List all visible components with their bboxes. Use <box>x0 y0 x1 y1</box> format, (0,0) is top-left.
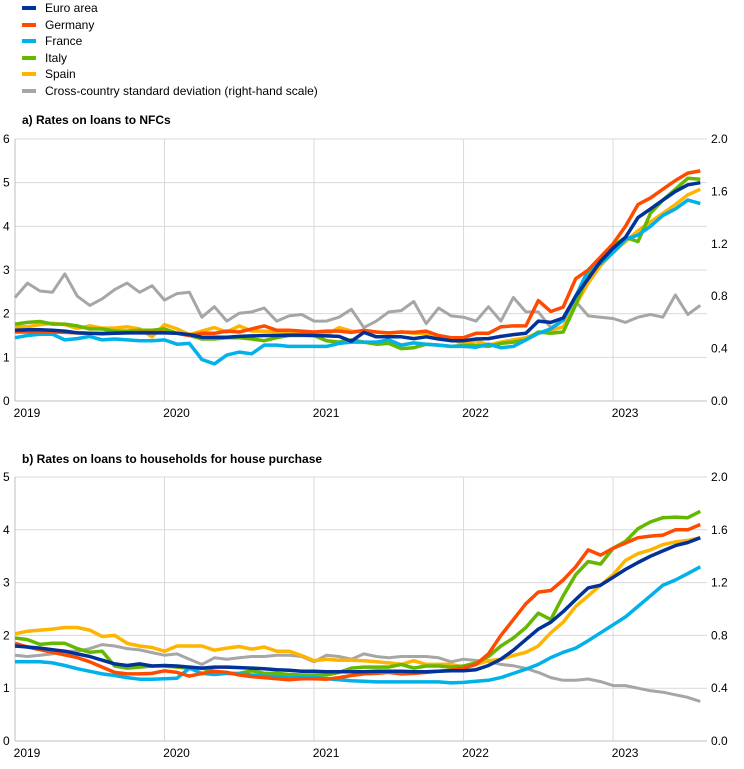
legend-swatch <box>22 88 36 93</box>
series-line-spain <box>14 535 701 669</box>
y2-tick-label: 1.6 <box>711 523 728 537</box>
legend-swatch <box>22 6 36 11</box>
y-tick-label: 0 <box>3 734 10 748</box>
x-tick-label: 2019 <box>14 746 41 760</box>
legend-label: Germany <box>45 17 95 32</box>
y-tick-label: 1 <box>3 681 10 695</box>
legend-item-france: France <box>22 33 318 50</box>
y-tick-label: 4 <box>3 219 10 233</box>
legend-item-italy: Italy <box>22 50 318 67</box>
series-line-germany <box>14 522 701 682</box>
legend-label: France <box>45 34 83 49</box>
y2-tick-label: 1.2 <box>711 237 728 251</box>
panel-a-title: a) Rates on loans to NFCs <box>22 113 171 127</box>
y-tick-label: 3 <box>3 263 10 277</box>
series-line-euro <box>14 180 701 343</box>
series-line-france <box>14 198 701 366</box>
x-tick-label: 2023 <box>612 406 639 420</box>
y2-tick-label: 0.4 <box>711 342 728 356</box>
legend-swatch <box>22 72 36 77</box>
series-line-crosscountry <box>13 272 702 330</box>
legend-item-euro-area: Euro area <box>22 0 318 17</box>
legend-swatch <box>22 39 36 44</box>
y-tick-label: 2 <box>3 307 10 321</box>
y2-tick-label: 2.0 <box>711 132 728 146</box>
y2-tick-label: 1.2 <box>711 576 728 590</box>
y-tick-label: 6 <box>3 132 10 146</box>
legend-item-spain: Spain <box>22 66 318 83</box>
y-tick-label: 3 <box>3 576 10 590</box>
y2-tick-label: 0.8 <box>711 289 728 303</box>
y-tick-label: 5 <box>3 176 10 190</box>
series-line-germany <box>15 169 701 340</box>
y2-tick-label: 0.8 <box>711 628 728 642</box>
y-tick-label: 1 <box>3 350 10 364</box>
x-tick-label: 2023 <box>612 746 639 760</box>
legend-item-std-dev: Cross-country standard deviation (right-… <box>22 83 318 100</box>
y2-tick-label: 0.4 <box>711 681 728 695</box>
legend-swatch <box>22 22 36 27</box>
y2-tick-label: 0.0 <box>711 394 728 408</box>
x-tick-label: 2022 <box>462 746 489 760</box>
y-tick-label: 2 <box>3 628 10 642</box>
legend: Euro area Germany France Italy Spain Cro… <box>22 0 318 99</box>
legend-label: Euro area <box>45 1 98 16</box>
panel-b: 0 1 2 3 4 5 0.0 0.4 0.8 1.2 1.6 2.0 2019 2020 2021 2022… <box>3 470 728 760</box>
y2-tick-label: 2.0 <box>711 470 728 484</box>
x-tick-label: 2022 <box>462 406 489 420</box>
series-line-crosscountry <box>14 643 701 703</box>
legend-label: Spain <box>45 67 76 82</box>
y-tick-label: 5 <box>3 470 10 484</box>
x-tick-label: 2021 <box>313 406 340 420</box>
legend-item-germany: Germany <box>22 17 318 34</box>
y2-tick-label: 1.6 <box>711 184 728 198</box>
panel-b-title: b) Rates on loans to households for hous… <box>22 452 323 466</box>
y2-tick-label: 0.0 <box>711 734 728 748</box>
legend-label: Cross-country standard deviation (right-… <box>45 83 318 98</box>
x-tick-label: 2020 <box>163 746 190 760</box>
legend-swatch <box>22 55 36 60</box>
series-line-italy <box>14 509 702 677</box>
series-line-france <box>15 565 702 685</box>
x-tick-label: 2020 <box>163 406 190 420</box>
legend-label: Italy <box>45 50 68 65</box>
series-line-euro <box>14 536 701 674</box>
y-tick-label: 4 <box>3 523 10 537</box>
x-tick-label: 2021 <box>313 746 340 760</box>
x-tick-label: 2019 <box>14 406 41 420</box>
panel-a: 0 1 2 3 4 5 6 0.0 0.4 0.8 1.2 1.6 2.0 2019 2020 2021 202… <box>3 132 728 420</box>
y-tick-label: 0 <box>3 394 10 408</box>
